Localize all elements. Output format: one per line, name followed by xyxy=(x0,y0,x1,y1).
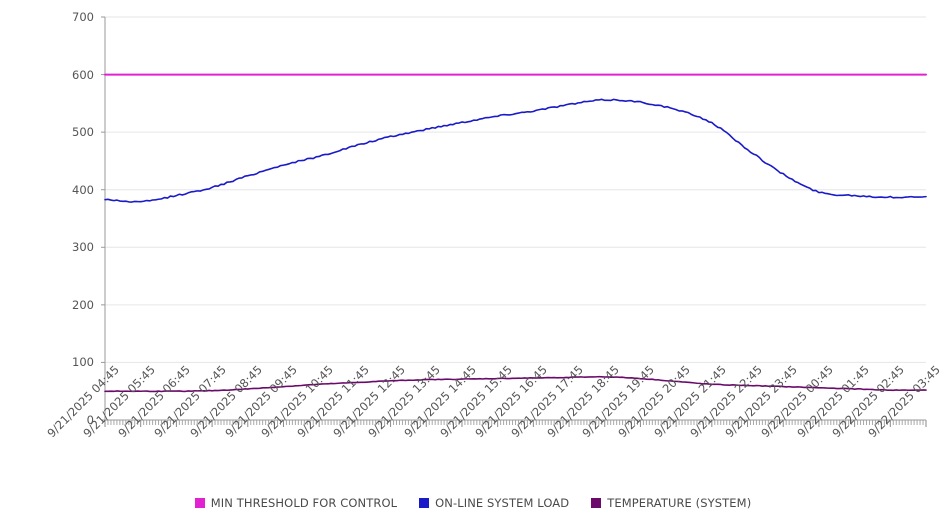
series-lines xyxy=(104,73,927,393)
axis-lines xyxy=(101,16,926,421)
legend-label: TEMPERATURE (SYSTEM) xyxy=(607,496,752,510)
y-axis-tick-label: 500 xyxy=(72,125,94,140)
legend-item[interactable]: TEMPERATURE (SYSTEM) xyxy=(591,496,751,510)
x-axis-minor-ticks xyxy=(104,420,927,427)
series-line xyxy=(104,375,927,393)
legend-item[interactable]: MIN THRESHOLD FOR CONTROL xyxy=(194,496,398,510)
y-axis-tick-label: 700 xyxy=(72,10,94,24)
y-axis-tick-label: 600 xyxy=(72,67,94,82)
legend-color-swatch xyxy=(194,498,205,508)
legend-label: MIN THRESHOLD FOR CONTROL xyxy=(210,496,398,510)
y-axis-tick-label: 0 xyxy=(86,413,94,427)
legend-item[interactable]: ON-LINE SYSTEM LOAD xyxy=(419,496,569,510)
legend-color-swatch xyxy=(419,498,430,508)
legend-label: ON-LINE SYSTEM LOAD xyxy=(435,496,570,510)
legend-color-swatch xyxy=(591,498,602,508)
series-line xyxy=(104,98,927,203)
y-axis-tick-label: 400 xyxy=(72,182,94,197)
y-axis-tick-label: 100 xyxy=(72,355,94,370)
chart-legend: MIN THRESHOLD FOR CONTROL ON-LINE SYSTEM … xyxy=(0,496,946,510)
y-axis-tick-label: 300 xyxy=(72,240,94,255)
y-axis-tick-label: 200 xyxy=(72,297,94,312)
gridlines xyxy=(105,16,926,421)
